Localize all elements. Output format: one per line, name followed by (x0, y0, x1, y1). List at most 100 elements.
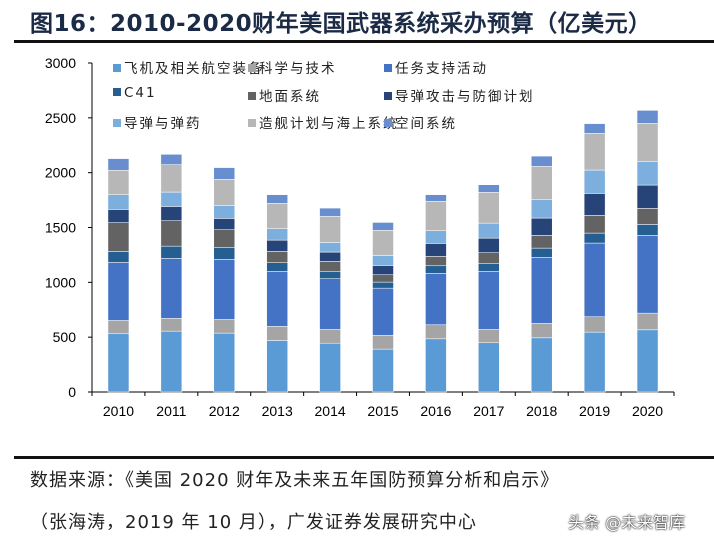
bar-segment (213, 167, 236, 180)
y-tick-label: 3000 (45, 55, 76, 71)
bar-segment (530, 235, 553, 249)
bar-segment (425, 256, 447, 267)
bar-segment (160, 330, 183, 393)
legend-label: 科学与技术 (259, 61, 337, 77)
bar-segment (319, 271, 341, 279)
bar-segment (160, 258, 183, 319)
bar-segment (372, 287, 394, 336)
bar-segment (319, 251, 341, 262)
y-tick-label: 1500 (45, 220, 76, 236)
legend-swatch (113, 88, 121, 96)
bar-segment (107, 209, 130, 223)
bar-segment (160, 245, 183, 259)
bar-segment (213, 229, 236, 248)
x-tick-label: 2012 (209, 403, 240, 419)
bar-segment (478, 342, 500, 393)
bar-segment (636, 224, 659, 236)
bar-segment (583, 123, 606, 134)
legend-label: 飞机及相关航空装备 (124, 61, 264, 77)
x-tick-label: 2010 (103, 403, 134, 419)
bar-segment (372, 230, 394, 256)
legend-label: 任务支持活动 (395, 61, 488, 77)
legend-label: 地面系统 (259, 89, 321, 105)
bar-segment (372, 265, 394, 276)
legend-label: 造舰计划与海上系统 (259, 116, 399, 132)
x-tick-label: 2017 (473, 403, 504, 419)
bar-segment (319, 216, 341, 243)
bar-segment (107, 194, 130, 210)
bar-segment (530, 217, 553, 236)
bar-segment (478, 237, 500, 253)
bar-segment (425, 265, 447, 274)
bar-segment (213, 218, 236, 230)
bar-segment (319, 261, 341, 272)
bar-segment (636, 161, 659, 186)
bar-segment (425, 201, 447, 231)
bar-segment (372, 255, 394, 266)
bar-segment (266, 239, 288, 252)
bar-segment (160, 220, 183, 247)
bar-segment (266, 262, 288, 272)
bar-segment (266, 340, 288, 393)
x-tick-label: 2013 (262, 403, 293, 419)
bar-segment (636, 123, 659, 162)
x-tick-label: 2019 (579, 403, 610, 419)
bar-segment (213, 205, 236, 219)
stacked-bar-chart: 0 500 1000 1500 2000 2500 3000 2010 2011 2012 2013… (45, 55, 675, 419)
bar-segment (266, 203, 288, 229)
bar-segment (160, 191, 183, 207)
legend-swatch (384, 64, 392, 72)
bar-segment (478, 252, 500, 264)
bar-segment (266, 228, 288, 241)
bar-segment (583, 316, 606, 333)
x-tick-label: 2015 (367, 403, 398, 419)
bar-segment (213, 332, 236, 393)
bar-segment (530, 323, 553, 339)
legend-swatch (248, 119, 256, 127)
bar-segment (213, 247, 236, 260)
bar-segment (107, 262, 130, 321)
bar-segment (213, 179, 236, 206)
bar-segment (266, 271, 288, 327)
bar-segment (425, 273, 447, 326)
bar-segment (478, 263, 500, 272)
bar-segment (107, 320, 130, 335)
bar-segment (213, 319, 236, 334)
source-line-1: 数据来源：《美国 2020 财年及未来五年国防预算分析和启示》 (30, 470, 560, 491)
bar-segment (530, 257, 553, 324)
legend-swatch (113, 119, 121, 127)
bar-segment (636, 312, 659, 331)
legend-item: 任务支持活动 (384, 57, 488, 77)
x-tick-label: 2018 (526, 403, 557, 419)
legend-item: 空间系统 (384, 112, 457, 132)
bar-segment (425, 230, 447, 244)
bar-segment (319, 329, 341, 344)
bar-segment (530, 199, 553, 219)
bar-segment (425, 324, 447, 340)
bar-segment (530, 155, 553, 167)
bar-segment (107, 222, 130, 252)
bar-segment (478, 192, 500, 224)
bar-segment (425, 243, 447, 257)
bar-segment (266, 194, 288, 204)
bar-segment (478, 329, 500, 344)
bar-segment (478, 271, 500, 330)
legend-item: 飞机及相关航空装备 (113, 57, 264, 77)
bar-segment (636, 329, 659, 393)
bar-segment (160, 154, 183, 165)
bar-segment (107, 170, 130, 195)
bar-segment (478, 222, 500, 239)
top-rule (14, 40, 714, 43)
bar-segment (530, 247, 553, 258)
legend-item: 科学与技术 (248, 57, 337, 77)
bar-segment (636, 235, 659, 314)
bar-segment (372, 335, 394, 350)
bar-segment (107, 333, 130, 393)
watermark: 头条 @未来智库 (568, 513, 686, 532)
bar-segment (319, 242, 341, 253)
x-tick-label: 2020 (632, 403, 663, 419)
figure-title: 图16：2010-2020财年美国武器系统采办预算（亿美元） (30, 11, 652, 37)
bar-segment (636, 110, 659, 124)
bar-segment (372, 222, 394, 231)
